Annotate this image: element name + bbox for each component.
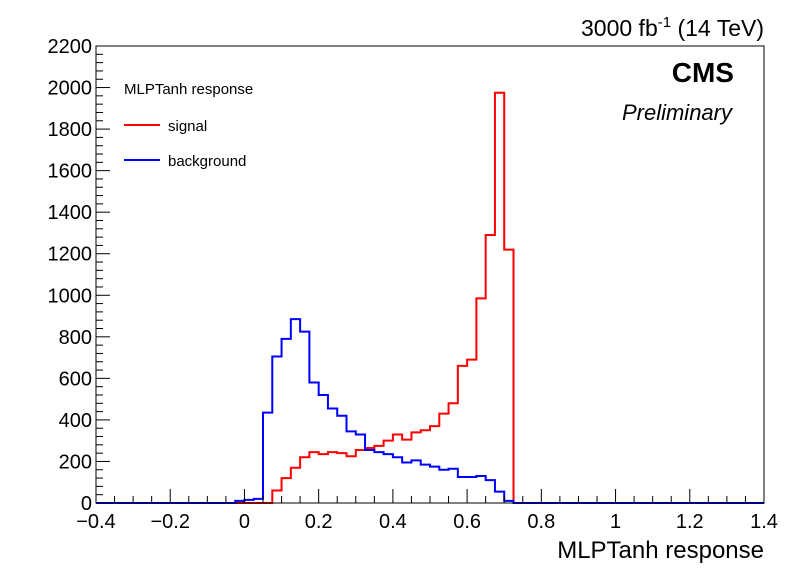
y-tick-label: 1800 [48,119,93,141]
x-tick-label: 0.8 [527,511,555,533]
y-tick-label: 1600 [48,161,93,183]
y-tick-label: 200 [59,451,92,473]
y-tick-label: 2200 [48,36,93,58]
x-tick-label: −0.2 [150,511,189,533]
x-tick-label: 0 [239,511,250,533]
y-tick-label: 1400 [48,202,93,224]
luminosity-energy-label: 3000 fb-1 (14 TeV) [581,14,764,41]
legend-header: MLPTanh response [124,81,253,98]
x-tick-label: −0.4 [76,511,115,533]
y-tick-label: 0 [81,493,92,515]
x-tick-label: 0.2 [305,511,333,533]
axes: −0.4 −0.2 0 0.2 0.4 0.6 0.8 1 1.2 1.4 0 200 400 600 80… [48,36,778,533]
legend-signal-label: signal [168,118,207,135]
legend: MLPTanh response signal background [124,81,253,170]
x-tick-label: 1 [610,511,621,533]
x-tick-label: 1.4 [750,511,778,533]
x-tick-label: 0.6 [453,511,481,533]
x-tick-label: 0.4 [379,511,407,533]
status-label: Preliminary [622,100,734,125]
x-tick-label: 1.2 [676,511,704,533]
y-tick-label: 400 [59,410,92,432]
experiment-label: CMS [672,57,734,88]
y-tick-label: 600 [59,368,92,390]
y-tick-label: 1000 [48,285,93,307]
legend-background-label: background [168,153,246,170]
y-tick-label: 800 [59,327,92,349]
x-axis-title: MLPTanh response [557,537,764,564]
y-tick-label: 2000 [48,78,93,100]
y-tick-label: 1200 [48,244,93,266]
